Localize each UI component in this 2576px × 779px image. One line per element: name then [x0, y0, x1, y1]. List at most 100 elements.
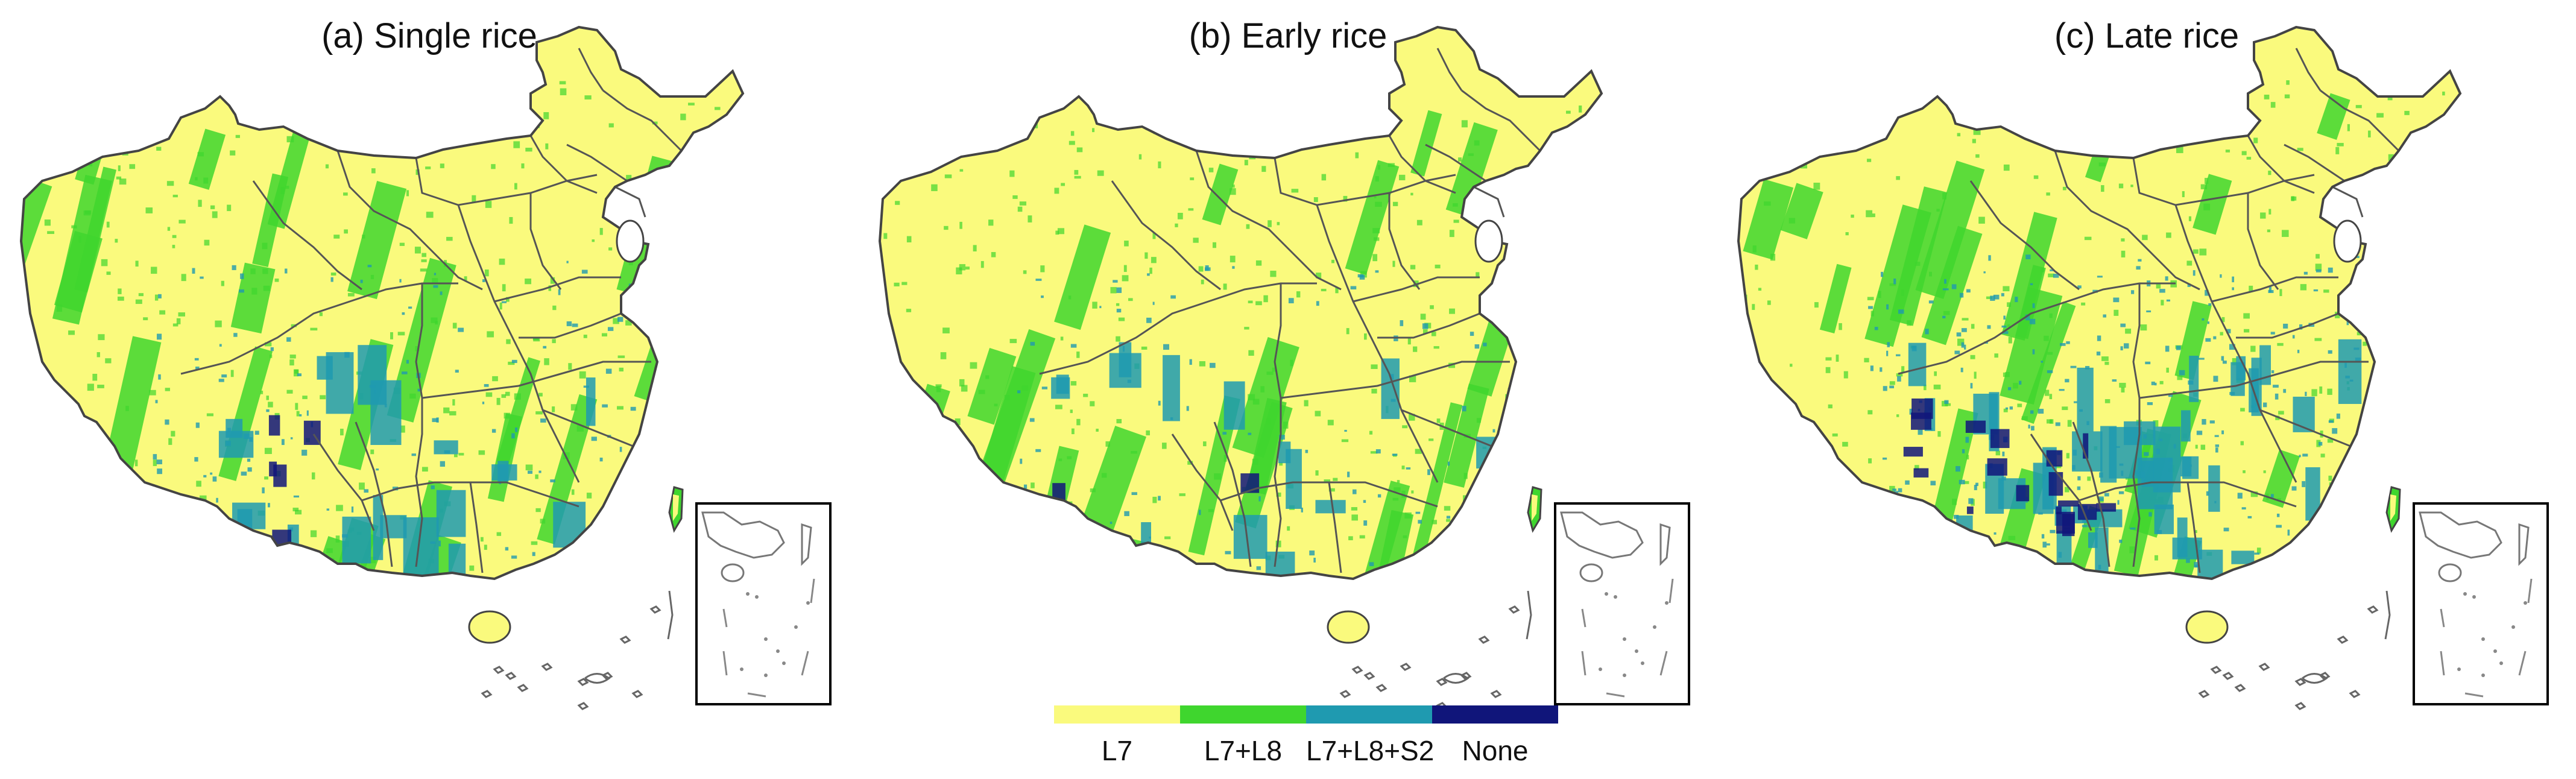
l7-l8-speckle: [230, 370, 234, 377]
l7-l8-speckle: [280, 186, 285, 194]
inset-dashed-line: [2440, 578, 2533, 698]
l7-l8-s2-speckle: [2373, 544, 2378, 549]
l7-l8-s2-speckle: [2159, 438, 2163, 441]
l7-l8-speckle: [619, 544, 623, 550]
l7-l8-speckle: [83, 210, 91, 216]
l7-l8-speckle: [939, 140, 944, 147]
l7-l8-speckle: [1068, 295, 1072, 300]
l7-l8-speckle: [1369, 430, 1373, 435]
l7-l8-speckle: [1764, 160, 1771, 168]
l7-l8-speckle: [1845, 232, 1849, 236]
l7-l8-s2-speckle: [2096, 352, 2101, 356]
l7-l8-speckle: [1040, 265, 1045, 273]
l7-l8-speckle: [129, 164, 136, 169]
l7-l8-s2-patch: [2303, 554, 2322, 579]
l7-l8-s2-speckle: [2350, 316, 2355, 321]
l7-l8-speckle: [1790, 106, 1798, 112]
l7-l8-speckle: [227, 204, 232, 212]
l7-l8-speckle: [970, 362, 977, 369]
l7-l8-s2-speckle: [2247, 516, 2252, 519]
l7-l8-speckle: [525, 464, 533, 471]
l7-l8-speckle: [1463, 473, 1468, 479]
l7-l8-speckle: [1207, 88, 1214, 93]
l7-l8-s2-speckle: [2156, 530, 2162, 534]
l7-l8-speckle: [1461, 120, 1468, 128]
l7-l8-speckle: [906, 236, 912, 243]
l7-l8-speckle: [706, 181, 710, 186]
taiwan-fill: [2390, 494, 2396, 521]
l7-l8-speckle: [1828, 404, 1833, 409]
l7-l8-speckle: [400, 425, 405, 433]
l7-l8-speckle: [502, 284, 506, 292]
l7-l8-speckle: [940, 352, 947, 359]
l7-l8-s2-speckle: [1501, 477, 1505, 480]
inset-island-dot: [2524, 601, 2527, 605]
map-single-rice: [19, 25, 832, 710]
l7-l8-speckle: [2267, 229, 2271, 233]
bohai-sea: [616, 219, 645, 263]
l7-l8-speckle: [1335, 288, 1339, 294]
l7-l8-s2-speckle: [2148, 512, 2152, 517]
l7-l8-s2-speckle: [2166, 299, 2170, 302]
l7-l8-s2-speckle: [2378, 470, 2384, 474]
l7-l8-s2-speckle: [2077, 476, 2081, 481]
l7-l8-speckle: [286, 136, 294, 143]
l7-l8-s2-speckle: [2082, 525, 2088, 528]
l7-l8-speckle: [1266, 418, 1271, 425]
l7-l8-speckle: [1978, 216, 1985, 224]
l7-l8-speckle: [932, 518, 939, 523]
l7-l8-speckle: [176, 503, 181, 508]
l7-l8-swath: [1864, 204, 1931, 347]
l7-l8-s2-speckle: [1474, 344, 1480, 349]
l7-l8-speckle: [725, 166, 733, 171]
l7-l8-s2-speckle: [2283, 389, 2287, 393]
l7-l8-speckle: [1770, 253, 1776, 261]
l7-l8-speckle: [264, 447, 272, 454]
l7-l8-s2-speckle: [1030, 342, 1035, 346]
l7-l8-speckle: [1151, 257, 1157, 263]
l7-l8-speckle: [1870, 311, 1874, 317]
l7-l8-speckle: [481, 120, 487, 127]
l7-l8-speckle: [601, 333, 607, 336]
l7-l8-speckle: [1124, 241, 1129, 247]
l7-l8-speckle: [2065, 487, 2069, 493]
l7-l8-speckle: [1123, 265, 1127, 272]
l7-l8-speckle: [198, 200, 202, 207]
l7-l8-speckle: [1261, 111, 1267, 117]
l7-l8-s2-speckle: [2070, 365, 2077, 368]
l7-l8-s2-speckle: [2285, 555, 2288, 560]
l7-l8-speckle: [506, 297, 510, 302]
l7-l8-speckle: [1327, 420, 1334, 426]
inset-island-dot: [1605, 592, 1608, 596]
l7-l8-swath: [2317, 93, 2350, 140]
l7-l8-s2-speckle: [2290, 548, 2293, 555]
l7-l8-s2-speckle: [602, 404, 608, 408]
l7-l8-speckle: [1169, 84, 1174, 92]
l7-l8-speckle: [1818, 554, 1825, 559]
l7-l8-speckle: [2250, 345, 2256, 352]
l7-l8-speckle: [168, 438, 172, 445]
l7-l8-speckle: [1583, 467, 1589, 472]
l7-l8-speckle: [1092, 301, 1097, 309]
l7-l8-speckle: [1248, 147, 1251, 150]
l7-l8-speckle: [115, 239, 118, 243]
l7-l8-speckle: [414, 247, 421, 254]
l7-l8-speckle: [2347, 209, 2353, 216]
l7-l8-s2-speckle: [1968, 498, 1974, 504]
l7-l8-speckle: [262, 268, 268, 274]
l7-l8-s2-speckle: [1944, 279, 1946, 284]
l7-l8-speckle: [538, 393, 543, 397]
l7-l8-s2-speckle: [2208, 303, 2212, 306]
l7-l8-s2-speckle: [1035, 279, 1042, 281]
l7-l8-speckle: [268, 402, 273, 408]
map-early-rice: [878, 25, 1690, 710]
l7-l8-speckle: [446, 236, 453, 241]
country-fill: [880, 27, 1602, 579]
l7-l8-speckle: [552, 406, 555, 412]
l7-l8-speckle: [625, 320, 632, 326]
l7-l8-speckle: [2344, 509, 2349, 513]
l7-l8-s2-speckle: [1017, 390, 1021, 394]
l7-l8-s2-speckle: [1186, 406, 1189, 411]
l7-l8-speckle: [2090, 90, 2094, 96]
l7-l8-s2-speckle: [2353, 347, 2360, 350]
